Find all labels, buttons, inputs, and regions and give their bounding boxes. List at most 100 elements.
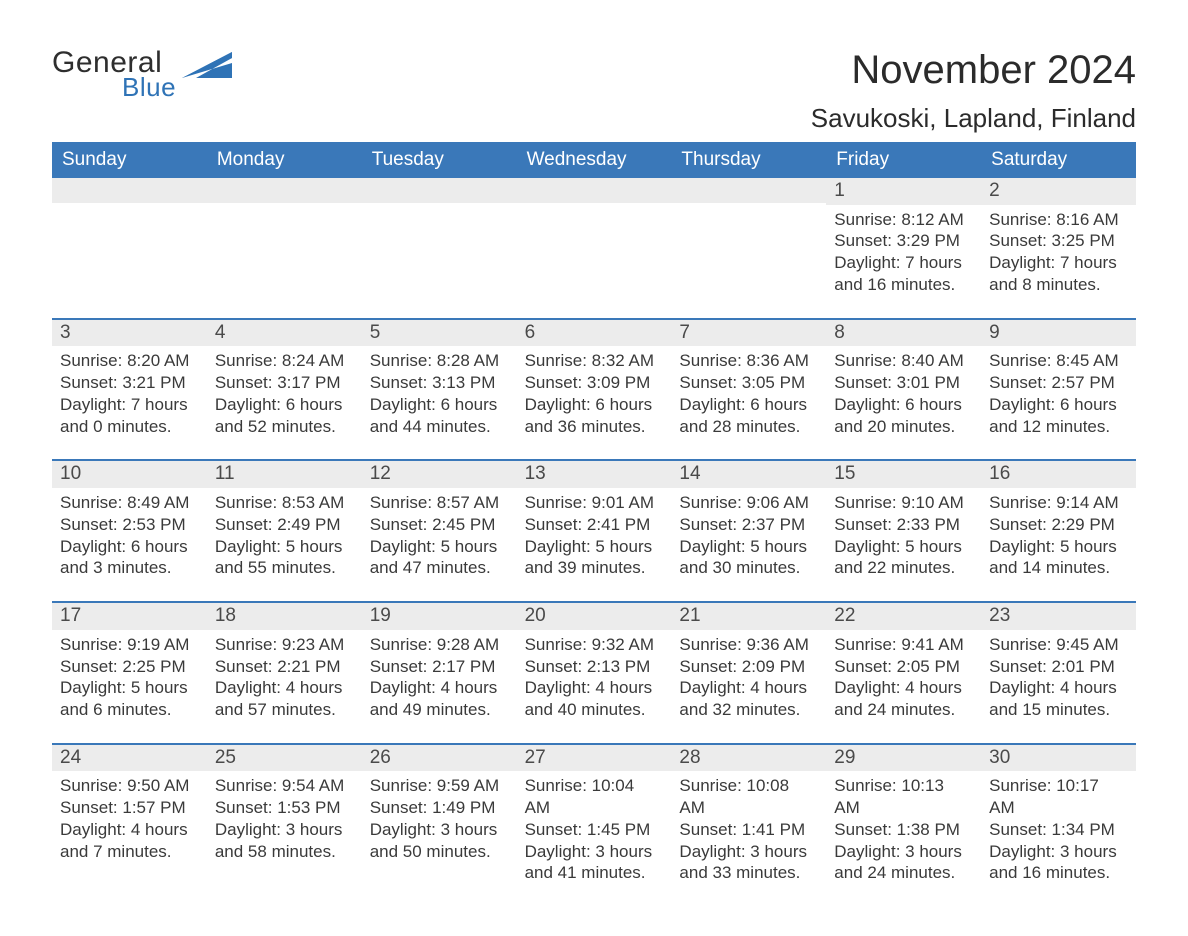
day-sunrise: Sunrise: 8:53 AM [215,492,354,514]
day-number: 27 [517,745,672,772]
day-info: Sunrise: 9:36 AMSunset: 2:09 PMDaylight:… [671,630,826,733]
calendar-cell: 5Sunrise: 8:28 AMSunset: 3:13 PMDaylight… [362,320,517,450]
day-dl1: Daylight: 3 hours [679,841,818,863]
day-sunrise: Sunrise: 9:01 AM [525,492,664,514]
day-sunrise: Sunrise: 9:59 AM [370,775,509,797]
day-info: Sunrise: 9:19 AMSunset: 2:25 PMDaylight:… [52,630,207,733]
calendar-cell: 13Sunrise: 9:01 AMSunset: 2:41 PMDayligh… [517,461,672,591]
day-sunrise: Sunrise: 8:57 AM [370,492,509,514]
day-sunrise: Sunrise: 10:08 AM [679,775,818,819]
weekday-label: Monday [207,142,362,178]
day-sunset: Sunset: 2:17 PM [370,656,509,678]
day-number: 25 [207,745,362,772]
weekday-label: Saturday [981,142,1136,178]
day-dl2: and 8 minutes. [989,274,1128,296]
day-dl1: Daylight: 5 hours [525,536,664,558]
calendar-cell: 14Sunrise: 9:06 AMSunset: 2:37 PMDayligh… [671,461,826,591]
day-dl2: and 3 minutes. [60,557,199,579]
day-sunrise: Sunrise: 9:10 AM [834,492,973,514]
day-sunrise: Sunrise: 9:54 AM [215,775,354,797]
day-sunset: Sunset: 2:05 PM [834,656,973,678]
day-info: Sunrise: 8:36 AMSunset: 3:05 PMDaylight:… [671,346,826,449]
day-info: Sunrise: 9:01 AMSunset: 2:41 PMDaylight:… [517,488,672,591]
day-dl2: and 40 minutes. [525,699,664,721]
day-dl1: Daylight: 4 hours [679,677,818,699]
calendar-cell: 27Sunrise: 10:04 AMSunset: 1:45 PMDaylig… [517,745,672,896]
day-number: 2 [981,178,1136,205]
day-number: 14 [671,461,826,488]
logo-flag-icon [182,52,232,80]
day-dl1: Daylight: 4 hours [60,819,199,841]
day-dl1: Daylight: 5 hours [989,536,1128,558]
day-number: 17 [52,603,207,630]
weekday-header: SundayMondayTuesdayWednesdayThursdayFrid… [52,142,1136,178]
calendar-cell [207,178,362,308]
day-info: Sunrise: 8:53 AMSunset: 2:49 PMDaylight:… [207,488,362,591]
calendar-cell: 4Sunrise: 8:24 AMSunset: 3:17 PMDaylight… [207,320,362,450]
day-dl2: and 58 minutes. [215,841,354,863]
day-sunset: Sunset: 1:53 PM [215,797,354,819]
day-sunrise: Sunrise: 8:24 AM [215,350,354,372]
calendar-cell [671,178,826,308]
calendar-cell: 26Sunrise: 9:59 AMSunset: 1:49 PMDayligh… [362,745,517,896]
day-sunset: Sunset: 3:21 PM [60,372,199,394]
day-info: Sunrise: 8:12 AMSunset: 3:29 PMDaylight:… [826,205,981,308]
day-number [671,178,826,203]
day-sunset: Sunset: 3:29 PM [834,230,973,252]
day-sunrise: Sunrise: 10:13 AM [834,775,973,819]
day-info: Sunrise: 10:04 AMSunset: 1:45 PMDaylight… [517,771,672,896]
day-sunset: Sunset: 2:09 PM [679,656,818,678]
day-info: Sunrise: 10:17 AMSunset: 1:34 PMDaylight… [981,771,1136,896]
day-number: 5 [362,320,517,347]
day-info: Sunrise: 9:50 AMSunset: 1:57 PMDaylight:… [52,771,207,874]
day-number: 10 [52,461,207,488]
day-sunrise: Sunrise: 9:06 AM [679,492,818,514]
day-info: Sunrise: 9:41 AMSunset: 2:05 PMDaylight:… [826,630,981,733]
day-number [207,178,362,203]
calendar-cell: 22Sunrise: 9:41 AMSunset: 2:05 PMDayligh… [826,603,981,733]
day-info: Sunrise: 8:40 AMSunset: 3:01 PMDaylight:… [826,346,981,449]
day-number: 4 [207,320,362,347]
calendar-cell: 18Sunrise: 9:23 AMSunset: 2:21 PMDayligh… [207,603,362,733]
day-dl2: and 22 minutes. [834,557,973,579]
day-sunset: Sunset: 2:53 PM [60,514,199,536]
day-sunrise: Sunrise: 9:45 AM [989,634,1128,656]
day-dl2: and 28 minutes. [679,416,818,438]
day-dl1: Daylight: 7 hours [60,394,199,416]
calendar-cell: 8Sunrise: 8:40 AMSunset: 3:01 PMDaylight… [826,320,981,450]
calendar-cell: 21Sunrise: 9:36 AMSunset: 2:09 PMDayligh… [671,603,826,733]
day-dl2: and 16 minutes. [989,862,1128,884]
calendar-cell: 11Sunrise: 8:53 AMSunset: 2:49 PMDayligh… [207,461,362,591]
day-number: 11 [207,461,362,488]
day-dl2: and 39 minutes. [525,557,664,579]
day-sunrise: Sunrise: 9:23 AM [215,634,354,656]
day-number [52,178,207,203]
day-number: 18 [207,603,362,630]
day-dl2: and 47 minutes. [370,557,509,579]
day-sunrise: Sunrise: 8:45 AM [989,350,1128,372]
day-number: 13 [517,461,672,488]
day-sunrise: Sunrise: 9:19 AM [60,634,199,656]
weekday-label: Sunday [52,142,207,178]
day-dl1: Daylight: 5 hours [60,677,199,699]
calendar-cell [52,178,207,308]
day-number: 19 [362,603,517,630]
day-sunrise: Sunrise: 9:36 AM [679,634,818,656]
day-sunrise: Sunrise: 8:40 AM [834,350,973,372]
day-dl1: Daylight: 6 hours [60,536,199,558]
day-number: 24 [52,745,207,772]
day-info: Sunrise: 8:45 AMSunset: 2:57 PMDaylight:… [981,346,1136,449]
day-sunset: Sunset: 1:45 PM [525,819,664,841]
calendar-cell: 23Sunrise: 9:45 AMSunset: 2:01 PMDayligh… [981,603,1136,733]
day-number [362,178,517,203]
day-dl1: Daylight: 4 hours [525,677,664,699]
day-dl2: and 41 minutes. [525,862,664,884]
day-sunrise: Sunrise: 8:49 AM [60,492,199,514]
day-sunset: Sunset: 2:49 PM [215,514,354,536]
calendar-cell: 2Sunrise: 8:16 AMSunset: 3:25 PMDaylight… [981,178,1136,308]
day-dl1: Daylight: 3 hours [525,841,664,863]
day-number: 29 [826,745,981,772]
day-dl2: and 16 minutes. [834,274,973,296]
day-dl1: Daylight: 6 hours [834,394,973,416]
calendar-cell: 9Sunrise: 8:45 AMSunset: 2:57 PMDaylight… [981,320,1136,450]
